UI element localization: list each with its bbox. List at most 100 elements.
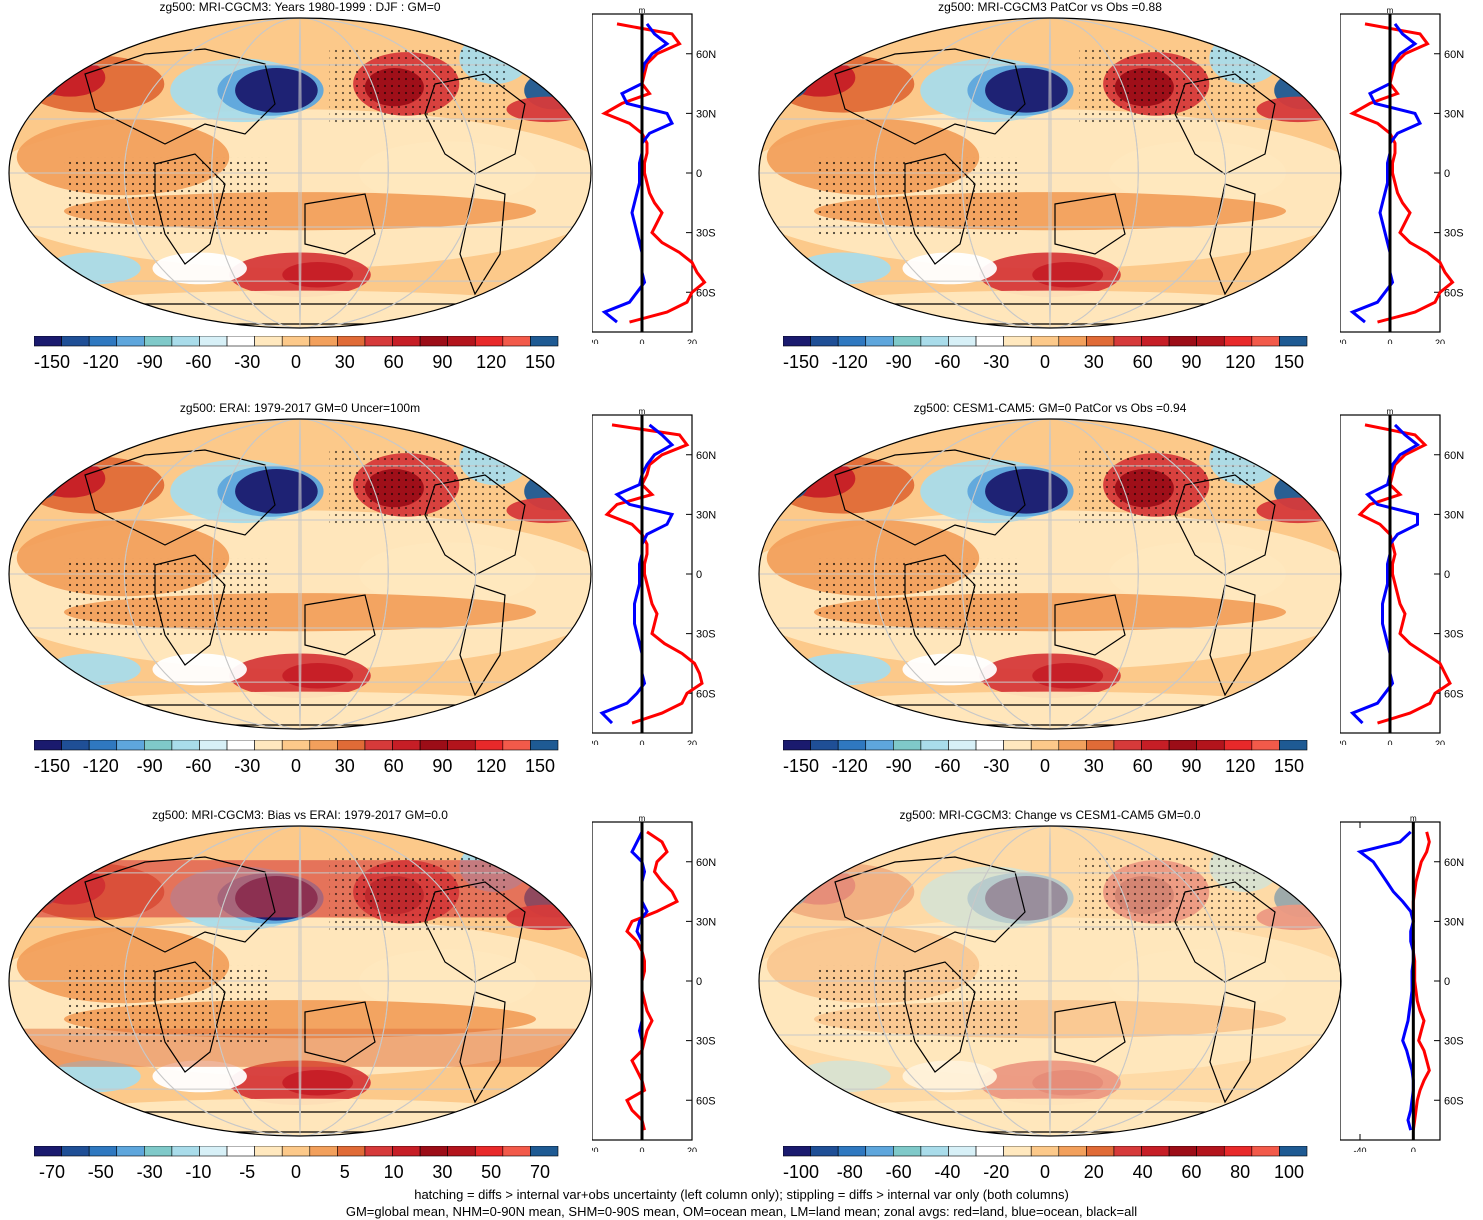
colorbar-swatch: [893, 740, 922, 751]
colorbar-label: 60: [384, 756, 404, 776]
colorbar-swatch: [975, 740, 1004, 751]
zonal-lat-label: 60S: [1444, 287, 1464, 299]
coastline: [154, 554, 226, 666]
zonal-lat-label: 30S: [696, 228, 716, 240]
colorbar-swatch: [1251, 336, 1280, 347]
colorbar-label: -30: [983, 352, 1009, 372]
coastline: [1209, 183, 1256, 296]
coastline: [904, 554, 976, 666]
zonal-lat-label: 30S: [1444, 629, 1464, 641]
colorbar-swatch: [61, 740, 90, 751]
panel-title: zg500: ERAI: 1979-2017 GM=0 Uncer=100m: [179, 401, 421, 415]
map-outline: [8, 418, 592, 730]
colorbar-label: 40: [1133, 1162, 1153, 1182]
footer-line-2: GM=global mean, NHM=0-90N mean, SHM=0-90…: [345, 1204, 1138, 1219]
world-map: [758, 17, 1342, 329]
colorbar-label: 120: [476, 756, 506, 776]
colorbar-swatch: [783, 336, 811, 347]
zonal-x-tick: 0: [639, 338, 644, 344]
colorbar-label: -60: [886, 1162, 912, 1182]
colorbar: -150 -120 -90 -60 -30 0 30 60 90 120 150: [34, 740, 559, 776]
colorbar-label: -20: [983, 1162, 1009, 1182]
colorbar-label: -100: [783, 1162, 819, 1182]
colorbar-label: -5: [239, 1162, 255, 1182]
coastline: [1174, 73, 1276, 175]
coastline: [304, 193, 376, 255]
colorbar-swatch: [1030, 740, 1060, 751]
colorbar-swatch: [88, 1146, 118, 1157]
colorbar-label: -90: [886, 756, 912, 776]
colorbar-label: 0: [291, 352, 301, 372]
colorbar-swatch: [530, 740, 559, 751]
colorbar-label: -90: [886, 352, 912, 372]
colorbar-swatch: [1168, 740, 1197, 751]
zonal-lat-label: 60S: [696, 688, 716, 700]
colorbar-label: -60: [185, 756, 211, 776]
zonal-unit-label: m: [1387, 6, 1394, 15]
map-outline: [758, 825, 1342, 1137]
colorbar-swatch: [226, 336, 255, 347]
coastline: [1209, 991, 1256, 1104]
colorbar-swatch: [783, 740, 811, 751]
zonal-mean-plot: m -20 0 20 60N 30N 0 30S 60S: [1340, 6, 1464, 344]
colorbar-swatch: [144, 740, 173, 751]
zonal-x-tick: -20: [1340, 739, 1347, 745]
colorbar-swatch: [61, 336, 90, 347]
colorbar-swatch: [1086, 740, 1115, 751]
zonal-mean-plot: m -20 0 20 60N 30N 0 30S 60S: [592, 6, 716, 344]
zonal-land-line: [601, 22, 707, 324]
colorbar-swatch: [502, 1146, 531, 1157]
zonal-ocean-line: [599, 423, 675, 725]
colorbar-label: -150: [34, 756, 70, 776]
zonal-x-tick: -20: [592, 739, 599, 745]
coastline: [1054, 193, 1126, 255]
zonal-lat-label: 30N: [1444, 108, 1464, 120]
colorbar-swatch: [1003, 336, 1032, 347]
colorbar-swatch: [337, 740, 366, 751]
world-map: [8, 418, 592, 730]
colorbar-swatch: [392, 336, 421, 347]
zonal-x-tick: 20: [687, 739, 697, 745]
zonal-mean-plot: m -20 0 20 60N 30N 0 30S 60S: [1340, 407, 1464, 745]
colorbar-swatch: [530, 1146, 559, 1157]
colorbar-swatch: [975, 1146, 1004, 1157]
panel-title: zg500: CESM1-CAM5: GM=0 PatCor vs Obs =0…: [913, 401, 1187, 415]
zonal-x-tick: -20: [592, 338, 599, 344]
colorbar-swatch: [1251, 740, 1280, 751]
colorbar-swatch: [226, 740, 255, 751]
colorbar-swatch: [392, 1146, 421, 1157]
zonal-x-tick: 0: [639, 739, 644, 745]
panel-title: zg500: MRI-CGCM3 PatCor vs Obs =0.88: [938, 0, 1162, 14]
colorbar-swatch: [1168, 1146, 1197, 1157]
colorbar-swatch: [948, 1146, 977, 1157]
zonal-lat-label: 0: [1444, 569, 1450, 581]
colorbar-swatch: [364, 336, 393, 347]
colorbar-swatch: [281, 1146, 311, 1157]
colorbar-swatch: [530, 336, 559, 347]
colorbar: -150 -120 -90 -60 -30 0 30 60 90 120 150: [34, 336, 559, 372]
panel-title: zg500: MRI-CGCM3: Bias vs ERAI: 1979-201…: [152, 808, 448, 822]
colorbar-label: 0: [291, 756, 301, 776]
map-outline: [8, 825, 592, 1137]
colorbar-swatch: [144, 1146, 173, 1157]
colorbar-label: -150: [34, 352, 70, 372]
zonal-lat-label: 0: [696, 569, 702, 581]
zonal-x-tick: 0: [1387, 338, 1392, 344]
coastline: [424, 474, 526, 576]
colorbar-swatch: [1196, 1146, 1225, 1157]
colorbar-label: 10: [384, 1162, 404, 1182]
zonal-x-tick: -20: [592, 1146, 599, 1152]
coastline: [154, 961, 226, 1073]
colorbar-swatch: [116, 336, 145, 347]
colorbar-label: 5: [340, 1162, 350, 1182]
colorbar-label: -120: [83, 352, 119, 372]
coastline: [424, 73, 526, 175]
colorbar-swatch: [837, 336, 867, 347]
coastline: [459, 584, 506, 697]
colorbar-swatch: [199, 336, 228, 347]
colorbar-swatch: [447, 740, 476, 751]
colorbar-swatch: [1113, 336, 1142, 347]
colorbar-swatch: [1086, 336, 1115, 347]
colorbar-label: 150: [525, 352, 555, 372]
zonal-lat-label: 0: [1444, 976, 1450, 988]
